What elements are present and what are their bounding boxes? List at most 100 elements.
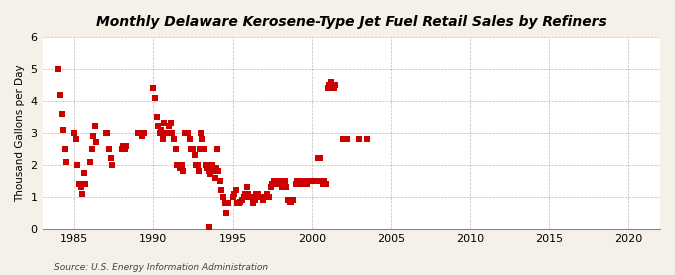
Point <box>283 198 294 202</box>
Text: Source: U.S. Energy Information Administration: Source: U.S. Energy Information Administ… <box>54 263 268 272</box>
Point <box>159 121 170 125</box>
Point <box>161 131 171 135</box>
Point <box>210 175 221 180</box>
Point <box>196 131 207 135</box>
Point <box>104 147 115 151</box>
Point <box>157 137 168 141</box>
Point <box>313 156 323 161</box>
Y-axis label: Thousand Gallons per Day: Thousand Gallons per Day <box>15 64 25 202</box>
Point <box>322 86 333 90</box>
Point <box>279 178 290 183</box>
Point <box>217 194 228 199</box>
Point <box>276 185 287 189</box>
Point <box>53 67 63 71</box>
Point <box>290 182 301 186</box>
Point <box>121 144 132 148</box>
Point <box>311 178 322 183</box>
Point <box>237 198 248 202</box>
Point <box>211 147 222 151</box>
Point <box>238 194 249 199</box>
Point <box>101 131 111 135</box>
Point <box>221 210 232 215</box>
Point <box>329 86 340 90</box>
Point <box>341 137 352 141</box>
Point <box>262 191 273 196</box>
Point <box>148 86 159 90</box>
Point <box>246 194 257 199</box>
Point <box>134 131 144 135</box>
Point <box>77 191 88 196</box>
Point <box>215 178 225 183</box>
Point <box>243 191 254 196</box>
Point <box>102 131 113 135</box>
Point <box>263 194 274 199</box>
Point <box>211 166 221 170</box>
Point <box>118 144 129 148</box>
Point <box>56 112 67 116</box>
Point <box>306 178 317 183</box>
Point <box>184 137 195 141</box>
Point <box>175 166 186 170</box>
Point <box>207 163 217 167</box>
Point <box>135 131 146 135</box>
Point <box>234 201 244 205</box>
Point <box>254 194 265 199</box>
Point <box>281 185 292 189</box>
Point <box>327 83 338 87</box>
Point <box>203 225 214 229</box>
Point <box>200 163 211 167</box>
Point <box>194 169 205 173</box>
Point <box>74 182 84 186</box>
Point <box>198 147 209 151</box>
Point <box>105 156 116 161</box>
Point <box>278 178 289 183</box>
Point <box>205 172 216 177</box>
Point <box>203 169 214 173</box>
Point <box>183 131 194 135</box>
Point <box>270 178 281 183</box>
Point <box>294 178 304 183</box>
Point <box>284 199 295 204</box>
Point <box>138 131 149 135</box>
Point <box>249 198 260 202</box>
Point <box>84 160 95 164</box>
Point <box>235 199 246 204</box>
Point <box>173 163 184 167</box>
Point <box>300 178 310 183</box>
Point <box>156 128 167 132</box>
Point <box>153 124 163 129</box>
Point <box>213 169 223 173</box>
Point <box>176 163 187 167</box>
Point <box>69 131 80 135</box>
Point <box>155 131 165 135</box>
Point <box>302 182 313 186</box>
Point <box>229 191 240 196</box>
Point <box>274 178 285 183</box>
Point <box>268 178 279 183</box>
Point <box>330 83 341 87</box>
Point <box>165 121 176 125</box>
Point <box>319 178 330 183</box>
Point <box>170 147 181 151</box>
Point <box>191 163 202 167</box>
Point <box>137 134 148 138</box>
Point <box>216 188 227 192</box>
Point <box>240 191 250 196</box>
Point <box>292 178 303 183</box>
Point <box>297 178 308 183</box>
Point <box>59 147 70 151</box>
Point <box>169 137 180 141</box>
Point <box>119 147 130 151</box>
Point <box>273 182 284 186</box>
Point <box>107 163 117 167</box>
Title: Monthly Delaware Kerosene-Type Jet Fuel Retail Sales by Refiners: Monthly Delaware Kerosene-Type Jet Fuel … <box>96 15 607 29</box>
Point <box>257 198 268 202</box>
Point <box>271 178 282 183</box>
Point <box>354 137 364 141</box>
Point <box>171 163 182 167</box>
Point <box>244 194 255 199</box>
Point <box>308 178 319 183</box>
Point <box>256 194 267 199</box>
Point <box>164 124 175 129</box>
Point <box>208 169 219 173</box>
